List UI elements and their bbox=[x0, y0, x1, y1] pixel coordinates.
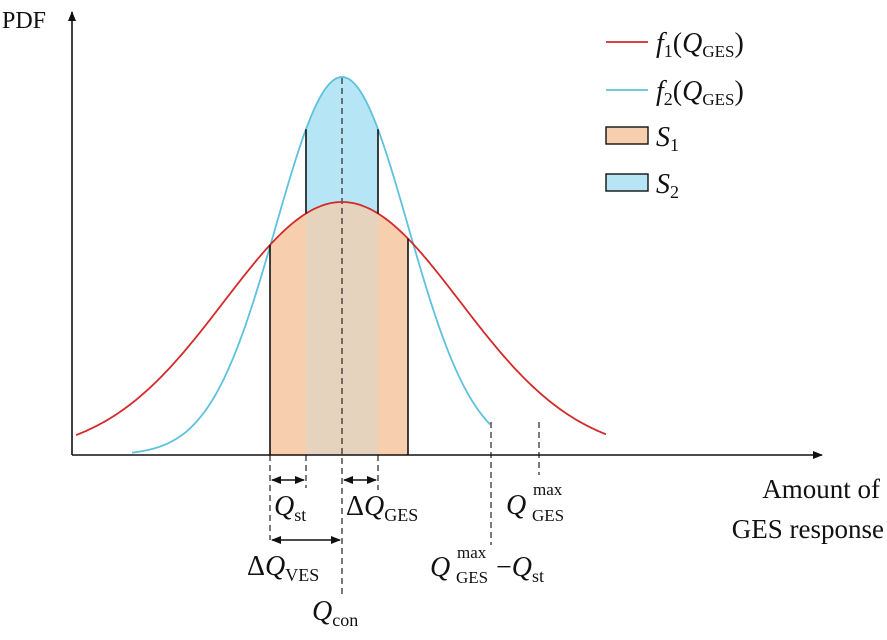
legend-f2-label: f2(QGES) bbox=[656, 76, 744, 109]
x-axis-label-line1: Amount of bbox=[762, 474, 880, 504]
legend-s2-label: S2 bbox=[656, 169, 679, 202]
delta-q-ges-label: ΔQGES bbox=[346, 491, 418, 525]
q-st-label: Qst bbox=[274, 491, 306, 525]
legend-s2-swatch bbox=[605, 173, 649, 192]
delta-q-ves-label: ΔQVES bbox=[247, 551, 319, 585]
q-ges-max-label: Q GESmax bbox=[506, 480, 564, 525]
legend-f1-label: f1(QGES) bbox=[656, 28, 744, 61]
legend-s1-label: S1 bbox=[656, 122, 679, 155]
f2-curve bbox=[131, 76, 491, 454]
x-axis-label-line2: GES response bbox=[732, 514, 884, 544]
legend: f1(QGES) f2(QGES) S1 S2 bbox=[605, 28, 744, 202]
f1-curve bbox=[75, 201, 607, 436]
legend-s1-swatch bbox=[605, 126, 649, 145]
q-con-label: Qcon bbox=[312, 596, 358, 630]
q-ges-max-minus-q-st-label: Q GESmax −Qst bbox=[430, 543, 544, 587]
y-axis-label: PDF bbox=[2, 8, 46, 34]
